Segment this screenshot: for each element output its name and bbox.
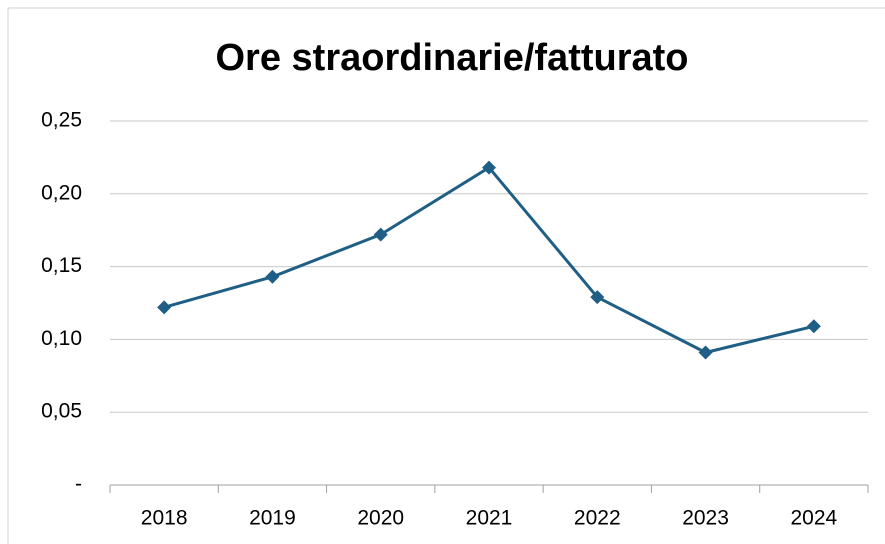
data-point bbox=[265, 269, 280, 284]
x-tick-label: 2018 bbox=[141, 507, 188, 530]
x-tick-label: 2019 bbox=[249, 507, 296, 530]
y-tick-label: - bbox=[75, 473, 82, 496]
data-point bbox=[157, 300, 172, 315]
chart-title: Ore straordinarie/fatturato bbox=[216, 37, 689, 79]
data-point bbox=[806, 319, 821, 334]
data-point bbox=[698, 345, 713, 360]
x-tick-label: 2021 bbox=[466, 507, 513, 530]
y-tick-label: 0,10 bbox=[41, 327, 82, 350]
y-tick-label: 0,05 bbox=[41, 400, 82, 423]
x-tick-label: 2024 bbox=[790, 507, 837, 530]
chart-frame bbox=[7, 7, 885, 544]
x-tick-label: 2020 bbox=[357, 507, 404, 530]
data-point bbox=[373, 227, 388, 242]
x-tick-label: 2022 bbox=[574, 507, 621, 530]
y-tick-label: 0,20 bbox=[41, 181, 82, 204]
data-point bbox=[482, 160, 496, 175]
y-tick-label: 0,15 bbox=[41, 254, 82, 277]
x-tick-label: 2023 bbox=[682, 507, 729, 530]
y-tick-label: 0,25 bbox=[41, 109, 82, 132]
data-point bbox=[590, 290, 605, 305]
